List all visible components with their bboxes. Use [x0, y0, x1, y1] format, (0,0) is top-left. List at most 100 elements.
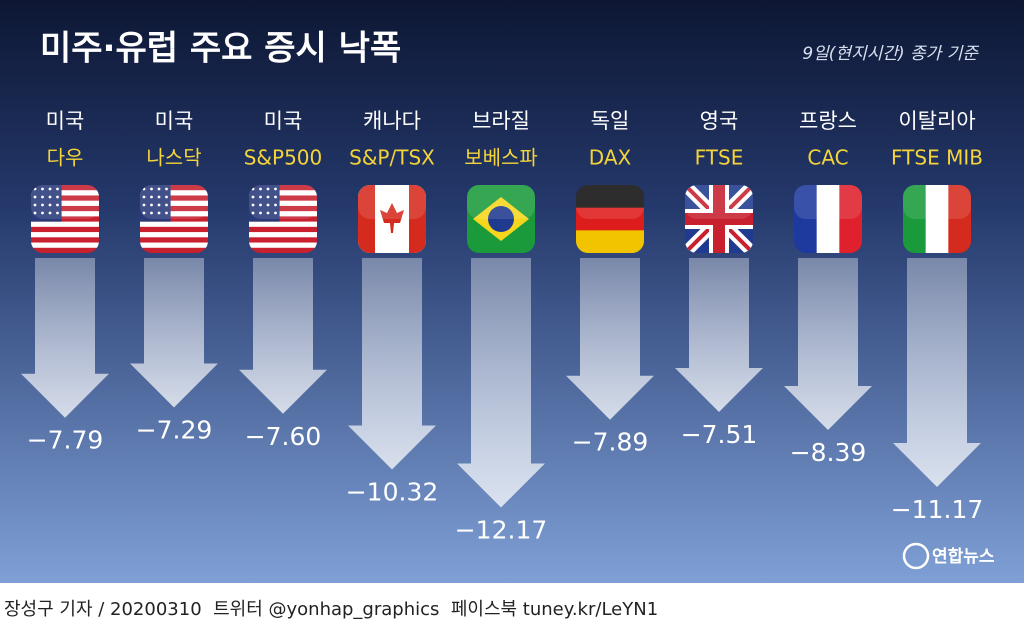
flag-star	[157, 195, 161, 199]
flag-part	[140, 226, 208, 233]
value-label: −11.17	[891, 495, 984, 524]
value-label: −7.79	[27, 426, 104, 455]
value-label: −10.32	[346, 478, 439, 507]
flag-part	[816, 185, 840, 253]
flag-part	[409, 185, 426, 253]
flag-part	[140, 200, 208, 207]
flag-part	[31, 205, 99, 212]
value-label: −7.51	[681, 420, 758, 449]
flag-star	[48, 211, 52, 215]
flag-part	[249, 185, 280, 222]
flag-gloss	[576, 185, 644, 219]
flag	[31, 185, 99, 253]
flag-star	[41, 187, 44, 191]
flag-body	[576, 185, 644, 253]
flag-star	[266, 211, 270, 215]
flag-part	[249, 226, 317, 233]
flag-star	[165, 203, 168, 207]
index-label: 보베스파	[464, 146, 538, 170]
flag-star	[259, 187, 262, 191]
flag-star	[150, 187, 153, 191]
flag-star	[274, 211, 277, 215]
flag-part	[140, 247, 208, 253]
flag	[467, 185, 535, 253]
credit: 장성구 기자 / 20200310 트위터 @yonhap_graphics 페…	[4, 599, 658, 620]
title: 미주·유럽 주요 증시 낙폭	[40, 29, 401, 69]
flag-star	[56, 211, 59, 215]
flag-part	[140, 205, 208, 212]
index-label: CAC	[807, 146, 848, 170]
flag-part	[31, 200, 99, 207]
arrow	[566, 258, 654, 420]
flag	[140, 185, 208, 253]
flag-part	[685, 213, 753, 225]
flag-part	[358, 185, 375, 253]
index-label: FTSE MIB	[891, 146, 983, 170]
flag-star	[251, 211, 255, 215]
flag-part	[249, 185, 317, 191]
index-label: 나스닥	[146, 146, 201, 170]
flag-star	[41, 203, 44, 207]
flag-part	[140, 190, 208, 196]
flag-part	[31, 247, 99, 253]
flag-star	[56, 203, 59, 207]
flag-part	[576, 230, 644, 253]
flag-star	[251, 195, 255, 199]
flag-star	[41, 195, 44, 199]
flag-part	[925, 185, 949, 253]
flag-part	[31, 185, 62, 222]
country-label: 미국	[264, 109, 303, 133]
flag-star	[142, 211, 146, 215]
country-label: 영국	[700, 109, 739, 133]
flag-part	[249, 195, 317, 202]
flag-part	[140, 185, 208, 191]
flag-body	[794, 185, 862, 253]
flag-star	[150, 195, 153, 199]
flag-part	[140, 232, 208, 238]
flag-star	[142, 195, 146, 199]
flag-gloss	[140, 185, 208, 219]
flag-part	[31, 211, 99, 217]
arrow	[784, 258, 872, 430]
flag-part	[948, 185, 971, 253]
flag-star	[33, 211, 37, 215]
flag-star	[56, 187, 59, 191]
arrow	[21, 258, 109, 418]
flag-part	[576, 185, 644, 209]
flag-body	[358, 185, 426, 253]
flag-star	[41, 211, 44, 215]
flag-part	[140, 237, 208, 244]
flag-star	[48, 187, 52, 191]
country-label: 미국	[155, 109, 194, 133]
arrow	[893, 258, 981, 487]
country-label: 브라질	[472, 109, 530, 133]
flag-leaf	[380, 203, 404, 233]
flag-body	[140, 185, 208, 253]
flag	[794, 185, 862, 253]
flag	[249, 185, 317, 253]
flag-part	[249, 221, 317, 228]
flag-part	[249, 190, 317, 196]
flag-star	[251, 203, 255, 207]
flag-part	[31, 216, 99, 223]
arrow	[130, 258, 218, 408]
flag-part	[31, 195, 99, 202]
flag	[576, 185, 644, 253]
flag-gloss	[358, 185, 426, 219]
flag-gloss	[467, 185, 535, 219]
footer-band	[0, 583, 1024, 630]
flag-part	[249, 232, 317, 238]
flag-part	[140, 185, 171, 222]
flag-star	[165, 187, 168, 191]
flag-part	[31, 221, 99, 228]
country-label: 독일	[591, 109, 630, 133]
logo-icon	[902, 542, 930, 570]
value-label: −7.29	[136, 415, 213, 444]
flag-star	[266, 203, 270, 207]
arrow	[457, 258, 545, 508]
flag-star	[33, 203, 37, 207]
country-label: 프랑스	[799, 109, 857, 133]
country-label: 캐나다	[363, 109, 421, 133]
country-label: 이탈리아	[898, 109, 975, 133]
index-label: FTSE	[695, 146, 744, 170]
